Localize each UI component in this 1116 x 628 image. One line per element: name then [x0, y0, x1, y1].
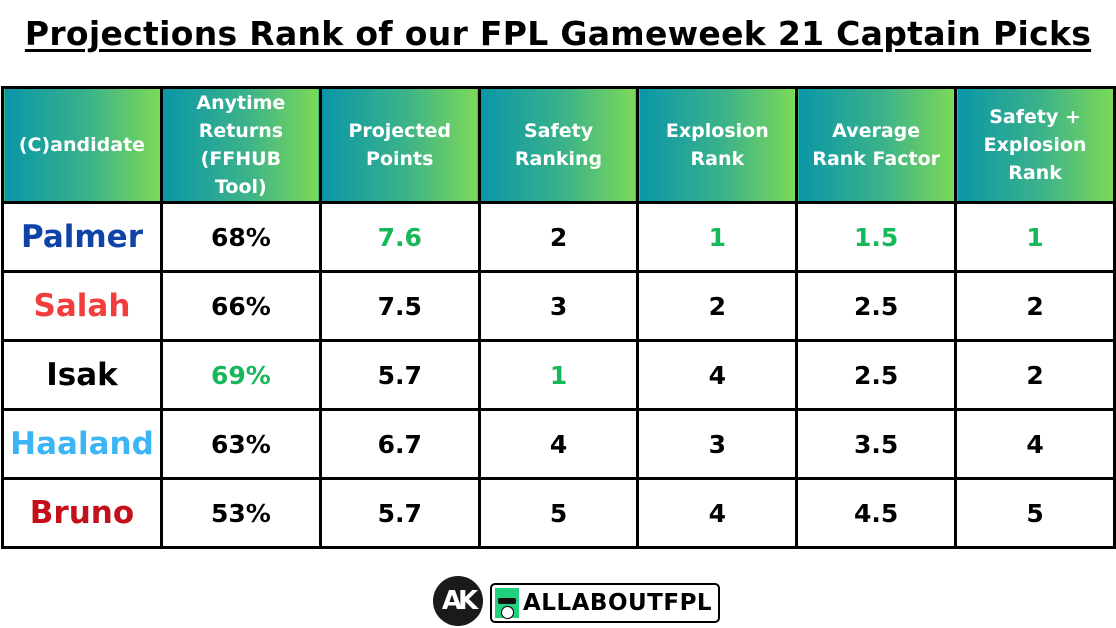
cell-avg-rank: 1.5	[795, 201, 958, 273]
candidate-name: Haaland	[1, 408, 163, 480]
cell-explosion: 4	[636, 339, 799, 411]
cell-safety: 2	[477, 201, 640, 273]
cell-safety: 5	[477, 477, 640, 549]
table-row: Bruno 53% 5.7 5 4 4.5 5	[1, 477, 1116, 549]
cell-safety: 4	[477, 408, 640, 480]
ak-logo-icon: AK	[433, 576, 483, 626]
header-candidate: (C)andidate	[1, 86, 163, 204]
cell-explosion: 1	[636, 201, 799, 273]
cell-avg-rank: 3.5	[795, 408, 958, 480]
header-safety-ranking: Safety Ranking	[477, 86, 640, 204]
cell-projected: 7.5	[318, 270, 481, 342]
cell-combined: 5	[954, 477, 1116, 549]
header-average-rank-factor: Average Rank Factor	[795, 86, 958, 204]
cell-anytime: 53%	[159, 477, 322, 549]
cell-anytime: 69%	[159, 339, 322, 411]
cell-projected: 5.7	[318, 477, 481, 549]
table-row: Salah 66% 7.5 3 2 2.5 2	[1, 270, 1116, 342]
allaboutfpl-logo: ALLABOUTFPL	[490, 583, 721, 623]
header-anytime-returns: Anytime Returns (FFHUB Tool)	[159, 86, 322, 204]
table-header-row: (C)andidate Anytime Returns (FFHUB Tool)…	[1, 86, 1116, 204]
cell-anytime: 66%	[159, 270, 322, 342]
cell-combined: 1	[954, 201, 1116, 273]
table-row: Isak 69% 5.7 1 4 2.5 2	[1, 339, 1116, 411]
cell-avg-rank: 4.5	[795, 477, 958, 549]
football-boot-icon	[495, 588, 519, 619]
candidate-name: Salah	[1, 270, 163, 342]
cell-safety: 1	[477, 339, 640, 411]
candidate-name: Palmer	[1, 201, 163, 273]
candidate-name: Bruno	[1, 477, 163, 549]
cell-projected: 6.7	[318, 408, 481, 480]
header-projected-points: Projected Points	[318, 86, 481, 204]
cell-combined: 2	[954, 270, 1116, 342]
cell-anytime: 63%	[159, 408, 322, 480]
footer-logos: AK ALLABOUTFPL	[433, 576, 721, 626]
candidate-name: Isak	[1, 339, 163, 411]
table-row: Haaland 63% 6.7 4 3 3.5 4	[1, 408, 1116, 480]
cell-explosion: 3	[636, 408, 799, 480]
cell-combined: 4	[954, 408, 1116, 480]
brand-name: ALLABOUTFPL	[523, 590, 713, 616]
captain-picks-table: (C)andidate Anytime Returns (FFHUB Tool)…	[1, 86, 1116, 549]
header-explosion-rank: Explosion Rank	[636, 86, 799, 204]
table-row: Palmer 68% 7.6 2 1 1.5 1	[1, 201, 1116, 273]
cell-projected: 5.7	[318, 339, 481, 411]
cell-explosion: 4	[636, 477, 799, 549]
page-title: Projections Rank of our FPL Gameweek 21 …	[24, 14, 1092, 53]
cell-safety: 3	[477, 270, 640, 342]
cell-anytime: 68%	[159, 201, 322, 273]
cell-projected: 7.6	[318, 201, 481, 273]
cell-combined: 2	[954, 339, 1116, 411]
cell-avg-rank: 2.5	[795, 270, 958, 342]
cell-explosion: 2	[636, 270, 799, 342]
cell-avg-rank: 2.5	[795, 339, 958, 411]
header-combined-rank: Safety + Explosion Rank	[954, 86, 1116, 204]
